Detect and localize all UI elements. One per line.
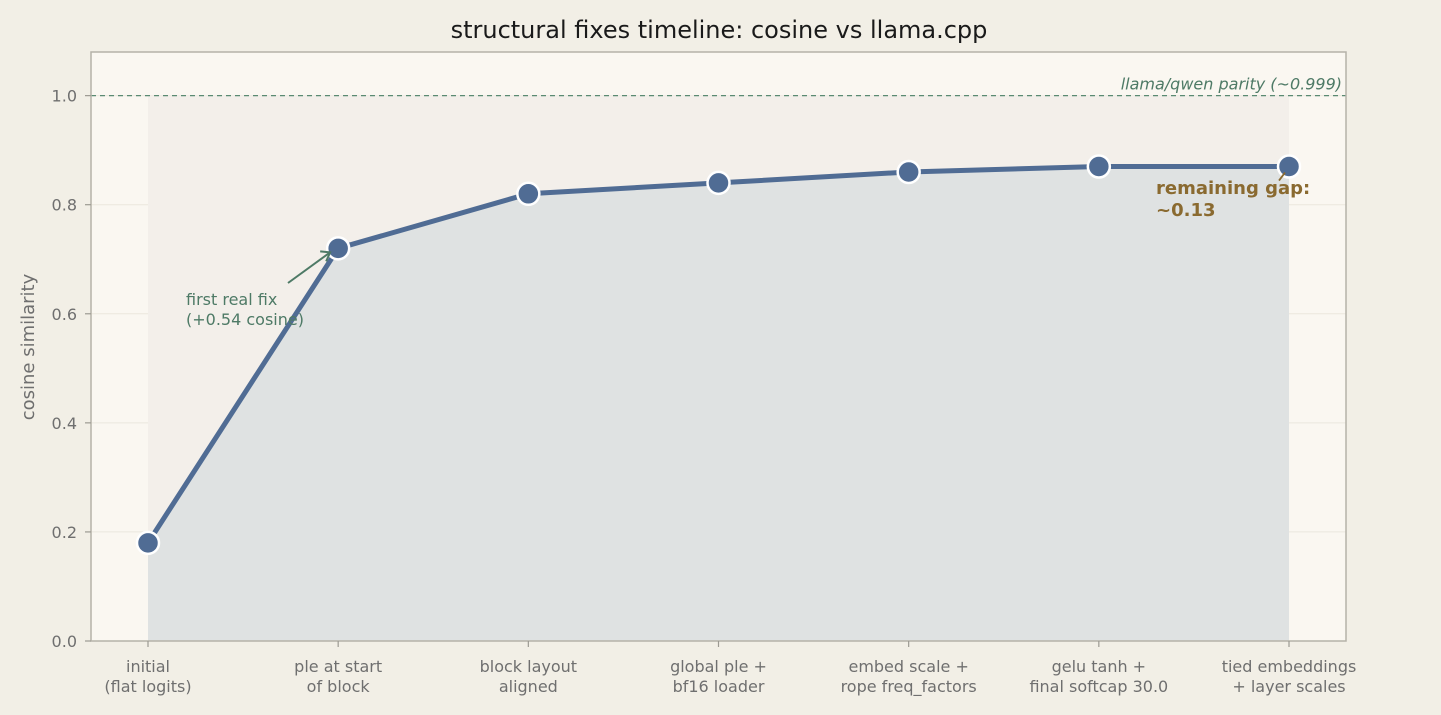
annotations: first real fix(+0.54 cosine) remaining ga… [186,171,1310,329]
annotation-text: remaining gap: [1156,178,1310,199]
y-tick-label: 0.0 [52,632,77,651]
annotation-text: (+0.54 cosine) [186,310,304,329]
x-tick-label: tied embeddings [1222,657,1357,676]
y-tick-label: 0.4 [52,414,77,433]
x-tick-label: gelu tanh + [1052,657,1147,676]
data-point [1086,154,1112,179]
x-tick-label: of block [307,677,371,696]
area-under-curve [148,166,1289,641]
x-tick-label: rope freq_factors [841,677,977,697]
x-tick-label: global ple + [670,657,767,676]
data-point [896,159,921,185]
data-point [706,170,731,196]
x-tick-label: (flat logits) [104,677,191,696]
annotation-arrow [1278,171,1286,182]
y-axis-label: cosine similarity [18,273,39,420]
y-tick-label: 0.8 [52,196,77,215]
data-point [1276,154,1302,179]
y-tick-label: 0.6 [52,305,77,324]
reference-line-group: llama/qwen parity (~0.999) [91,75,1346,97]
reference-line-label: llama/qwen parity (~0.999) [1121,75,1342,94]
x-tick-label: initial [126,657,170,676]
data-point [325,236,351,261]
x-tick-label: final softcap 30.0 [1029,677,1168,696]
y-tick-label: 0.2 [52,523,77,542]
annotation-text: first real fix [186,290,277,309]
annotation-arrowhead [320,250,332,262]
data-point [135,530,161,556]
data-points [135,154,1302,556]
annotation-text: ~0.13 [1156,200,1216,221]
annotation-arrow [287,251,331,284]
data-point [516,181,541,207]
y-axis-ticks: 0.0 0.2 0.4 0.6 0.8 1.0 [52,87,91,651]
chart-title: structural fixes timeline: cosine vs lla… [451,16,988,44]
x-tick-label: bf16 loader [673,677,765,696]
x-tick-label: embed scale + [848,657,968,676]
x-tick-label: aligned [499,677,558,696]
x-tick-label: + layer scales [1232,677,1345,696]
y-tick-label: 1.0 [52,87,77,106]
x-tick-label: ple at start [294,657,382,676]
x-tick-label: block layout [480,657,577,676]
